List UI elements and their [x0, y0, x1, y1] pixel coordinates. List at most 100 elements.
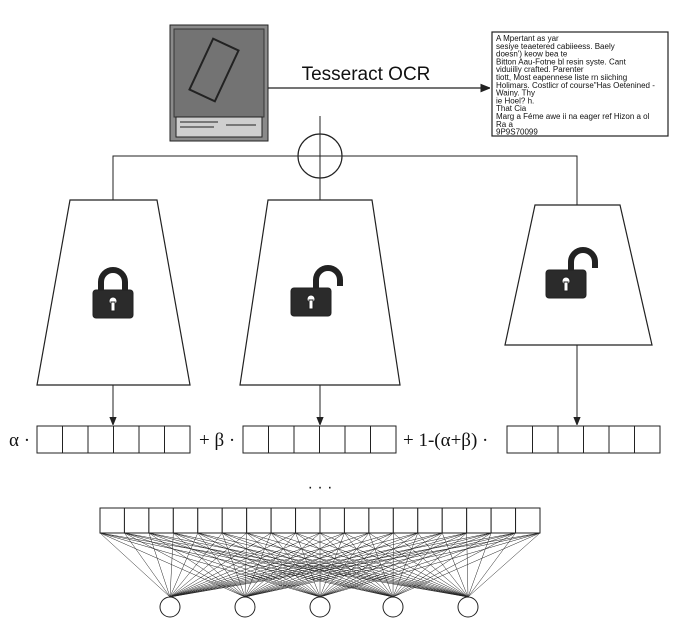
connector — [342, 155, 578, 205]
connection — [169, 532, 467, 598]
vector-cell — [295, 507, 321, 534]
connection — [99, 532, 321, 598]
beta-term: + β · — [199, 430, 235, 451]
connection — [197, 532, 469, 598]
vector-cell — [608, 425, 635, 454]
connection — [169, 532, 247, 598]
connection — [124, 532, 321, 598]
connection — [169, 532, 492, 598]
vector-cell — [221, 507, 248, 534]
neuron — [457, 596, 479, 618]
connection — [319, 532, 345, 598]
connection — [467, 532, 541, 598]
connection — [441, 532, 469, 598]
vector-cell — [634, 425, 661, 454]
connection — [319, 532, 541, 598]
scanned-document — [169, 24, 269, 142]
vector-cell — [148, 507, 174, 534]
connection — [173, 532, 469, 598]
alpha-term: α · — [9, 430, 30, 451]
network — [99, 532, 541, 618]
ocr-line: doesn') keow bea te — [496, 50, 568, 59]
vector-cell — [557, 425, 584, 454]
connection — [169, 532, 174, 598]
vector-cell — [123, 507, 150, 534]
connection — [244, 532, 296, 598]
ocr-line: A Mpertant as yar — [496, 34, 559, 43]
connection — [246, 532, 469, 598]
ocr-line: Marg a Féme awe ii na eager ref Hizon a … — [496, 112, 650, 121]
ocr-line: sesiye teaetered cabiieess. Baely — [496, 42, 615, 51]
vector-cell — [583, 425, 610, 454]
connection — [169, 532, 394, 598]
connection — [295, 532, 321, 598]
connection — [148, 532, 246, 598]
connection — [169, 532, 516, 598]
neuron — [382, 596, 404, 618]
connection — [222, 532, 469, 598]
connection — [221, 532, 246, 598]
vector-cell — [197, 507, 223, 534]
connection — [173, 532, 321, 598]
vector-cell — [532, 425, 559, 454]
vector-cell — [113, 425, 140, 454]
connection — [169, 532, 223, 598]
vector-cell — [172, 507, 199, 534]
lock-open — [290, 265, 343, 317]
vector-cell — [370, 425, 397, 454]
connection — [319, 532, 516, 598]
vector-cell — [246, 507, 272, 534]
connection — [392, 532, 492, 598]
vector-cell — [515, 507, 541, 534]
connection — [392, 532, 516, 598]
connection — [124, 532, 246, 598]
connection — [244, 532, 516, 598]
vectors — [36, 425, 661, 534]
vector-cell — [441, 507, 468, 534]
vector-cell — [344, 425, 371, 454]
connection — [222, 532, 321, 598]
vector-cell — [343, 507, 370, 534]
connection — [169, 532, 272, 598]
connection — [99, 532, 246, 598]
connection — [295, 532, 469, 598]
vector-cell — [164, 425, 191, 454]
connection — [467, 532, 492, 598]
connection — [466, 532, 469, 598]
connection — [148, 532, 469, 598]
connection — [169, 532, 369, 598]
connection — [197, 532, 321, 598]
vector-cell — [368, 507, 394, 534]
connection — [244, 532, 492, 598]
connection — [169, 532, 541, 598]
ocr-line: Bitton Aau-Fotne bl resin syste. Cant — [496, 57, 627, 66]
ellipsis: · · · — [308, 479, 333, 496]
vector-cell — [36, 425, 63, 454]
vector-cell — [466, 507, 492, 534]
ocr-line: Wainy. Thy — [496, 89, 535, 98]
connection — [148, 532, 171, 598]
lock-closed — [92, 267, 134, 319]
vector-cell — [490, 507, 517, 534]
vector-cell — [268, 425, 295, 454]
connection — [270, 532, 321, 598]
vector-cell — [319, 507, 345, 534]
ocr-output-box — [491, 31, 669, 137]
connection — [169, 532, 296, 598]
connection — [197, 532, 246, 598]
neuron — [234, 596, 256, 618]
ocr-line: 9P9S70099 — [496, 128, 538, 137]
vector-cell — [62, 425, 89, 454]
connection — [244, 532, 247, 598]
connection — [169, 532, 321, 598]
vector-cell — [270, 507, 297, 534]
ocr-line: Holimars. Costlicr of course"Has Oetenin… — [496, 81, 655, 90]
vector-cell — [99, 507, 125, 534]
connection — [417, 532, 469, 598]
vector-cell — [138, 425, 165, 454]
vector-cell — [506, 425, 533, 454]
connection — [467, 532, 516, 598]
neuron — [159, 596, 181, 618]
connection — [169, 532, 345, 598]
